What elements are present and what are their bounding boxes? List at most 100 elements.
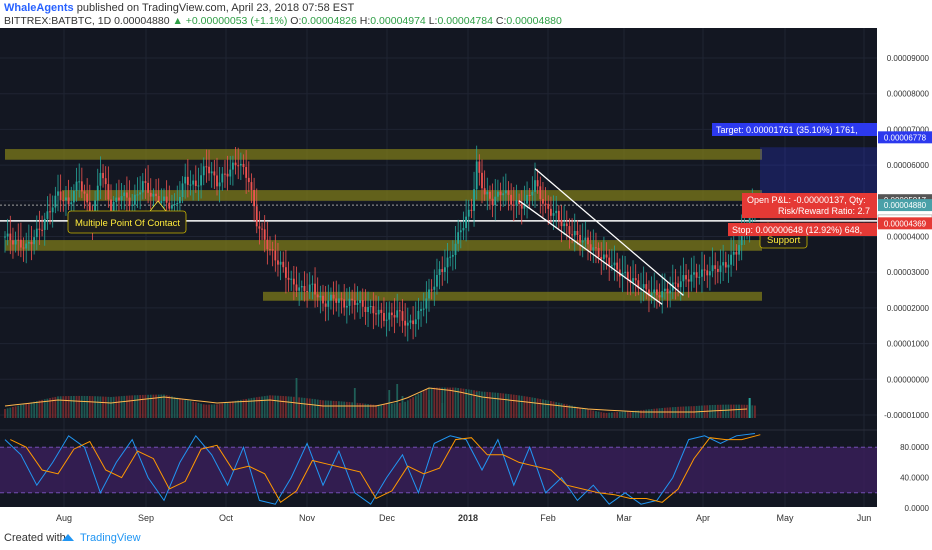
candle	[512, 187, 515, 222]
candle	[428, 278, 430, 312]
candle-body	[324, 303, 327, 307]
candle-body	[526, 194, 528, 204]
candle	[581, 223, 584, 258]
candle	[54, 186, 57, 214]
volume-bar	[194, 402, 197, 418]
volume-bar	[112, 396, 115, 418]
time-axis-background	[0, 507, 877, 527]
ohlc-legend: BITTREX:BATBTC, 1D 0.00004880 ▲ +0.00000…	[4, 15, 562, 27]
candle-body	[401, 311, 404, 321]
candle	[732, 235, 735, 266]
candle	[348, 286, 351, 316]
volume-bar	[444, 387, 446, 418]
candle	[605, 242, 608, 270]
candle	[441, 256, 444, 286]
x-tick-label: 2018	[458, 513, 478, 523]
candle-body	[380, 309, 383, 313]
candle	[59, 174, 62, 212]
candle	[430, 279, 433, 300]
candle-body	[12, 240, 14, 245]
callout-box	[67, 210, 187, 234]
author-name[interactable]: WhaleAgents	[4, 2, 74, 14]
candle-body	[666, 288, 669, 294]
candle	[674, 269, 677, 300]
volume-bar	[571, 405, 573, 418]
volume-bar	[539, 398, 542, 418]
volume-bar	[107, 396, 110, 418]
volume-bar	[335, 401, 338, 418]
candle-body	[626, 271, 629, 280]
volume-bar	[202, 404, 205, 418]
volume-bar	[592, 410, 595, 418]
candle-body	[261, 228, 263, 230]
candle-body	[512, 204, 515, 206]
candle-body	[327, 300, 330, 307]
candle	[727, 254, 730, 283]
candle-body	[163, 196, 165, 201]
candle	[722, 244, 725, 281]
volume-bar	[473, 390, 475, 418]
price-label-box	[878, 217, 932, 230]
volume-bar	[322, 400, 324, 418]
candle-body	[507, 190, 510, 195]
volume-bar	[465, 389, 467, 418]
candle-body	[80, 181, 83, 192]
candle	[141, 173, 144, 200]
candle-body	[581, 240, 584, 243]
candle	[221, 166, 224, 191]
candle	[242, 154, 245, 175]
candle-body	[226, 173, 229, 177]
candle	[300, 280, 303, 300]
candle	[385, 302, 388, 337]
candle	[735, 244, 738, 271]
candle-body	[494, 196, 497, 205]
candle	[656, 280, 658, 309]
candle	[364, 289, 367, 325]
candle-body	[353, 300, 356, 305]
header-bar: WhaleAgents published on TradingView.com…	[0, 0, 932, 28]
candle	[353, 283, 356, 320]
candle	[274, 234, 277, 272]
candle-body	[83, 191, 86, 194]
volume-bar	[711, 405, 714, 418]
candle	[255, 188, 258, 234]
candle-body	[491, 198, 494, 205]
candle-body	[735, 251, 738, 255]
price-tick-label: 0.00001000	[887, 340, 930, 349]
candle	[25, 232, 28, 264]
high-label: H:	[359, 15, 371, 27]
candle	[247, 161, 250, 193]
candle	[367, 291, 369, 327]
candle-body	[473, 189, 475, 211]
volume-bar	[555, 402, 558, 418]
volume-bar	[303, 397, 306, 418]
candle-body	[338, 298, 340, 303]
candle-body	[155, 193, 157, 197]
candle-body	[351, 298, 354, 301]
candle-body	[367, 307, 369, 313]
x-tick-label: Nov	[299, 513, 316, 523]
volume-bar	[372, 404, 375, 418]
candle	[475, 145, 478, 200]
candle	[73, 184, 75, 215]
candle-body	[404, 320, 407, 326]
candle-body	[345, 305, 348, 308]
price-label-text: 0.00004369	[884, 219, 927, 228]
x-tick-label: May	[776, 513, 794, 523]
candle-body	[560, 219, 563, 227]
candle	[589, 231, 592, 261]
volume-bar	[579, 407, 581, 418]
candle	[481, 159, 483, 204]
price-axis-background	[877, 28, 932, 527]
price-chart[interactable]: 0.00009000 0.00008000 0.00007000 0.00006000…	[0, 28, 932, 527]
candle	[568, 218, 571, 249]
candle	[380, 302, 383, 329]
candle	[311, 275, 314, 300]
tradingview-brand[interactable]: TradingView	[80, 532, 141, 544]
volume-bar	[261, 396, 263, 418]
volume-bar	[279, 395, 282, 418]
volume-bar	[41, 399, 43, 418]
volume-bar	[88, 396, 91, 418]
volume-bar	[229, 401, 232, 418]
candle	[698, 264, 701, 285]
